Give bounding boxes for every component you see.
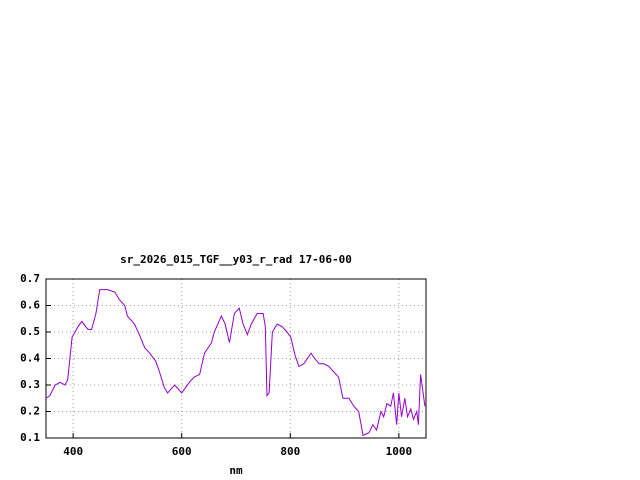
x-tick-label: 1000 xyxy=(386,445,413,458)
y-tick-label: 0.3 xyxy=(20,378,40,391)
chart-title: sr_2026_015_TGF__y03_r_rad 17-06-00 xyxy=(120,253,352,266)
data-line xyxy=(45,289,426,437)
y-tick-label: 0.1 xyxy=(20,431,40,444)
y-tick-label: 0.2 xyxy=(20,405,40,418)
x-tick-label: 600 xyxy=(172,445,192,458)
y-tick-label: 0.5 xyxy=(20,325,40,338)
y-tick-label: 0.7 xyxy=(20,272,40,285)
y-tick-label: 0.6 xyxy=(20,299,40,312)
x-tick-label: 800 xyxy=(280,445,300,458)
y-tick-label: 0.4 xyxy=(20,352,40,365)
plot-frame xyxy=(45,278,427,439)
x-tick-label: 400 xyxy=(63,445,83,458)
x-axis-label: nm xyxy=(229,464,243,477)
